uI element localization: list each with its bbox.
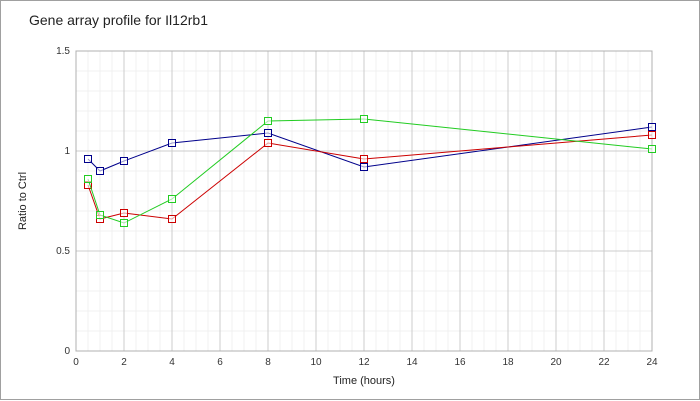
plot-border — [75, 50, 653, 352]
data-point-marker — [264, 139, 272, 147]
data-point-marker — [120, 209, 128, 217]
y-tick-label: 0.5 — [56, 246, 70, 257]
series-2 — [84, 115, 656, 227]
data-point-marker — [360, 155, 368, 163]
data-point-marker — [84, 175, 92, 183]
y-tick-label: 1.5 — [56, 46, 70, 57]
data-point-marker — [120, 157, 128, 165]
x-axis-title: Time (hours) — [333, 375, 395, 387]
data-point-marker — [96, 211, 104, 219]
data-point-marker — [264, 117, 272, 125]
x-tick-label: 16 — [454, 357, 466, 368]
y-tick-label: 0 — [64, 346, 70, 357]
x-tick-label: 22 — [598, 357, 610, 368]
x-tick-label: 18 — [502, 357, 514, 368]
x-tick-label: 4 — [169, 357, 175, 368]
x-tick-label: 24 — [646, 357, 658, 368]
x-axis-ticks: 0 2 4 6 8 10 12 14 16 18 20 22 24 — [73, 357, 658, 368]
data-point-marker — [168, 139, 176, 147]
x-tick-label: 8 — [265, 357, 271, 368]
y-axis-ticks: 0 0.5 1 1.5 — [56, 46, 70, 357]
x-tick-label: 2 — [121, 357, 127, 368]
data-point-marker — [360, 115, 368, 123]
data-point-marker — [168, 215, 176, 223]
data-point-marker — [264, 129, 272, 137]
x-tick-label: 14 — [406, 357, 418, 368]
data-point-marker — [168, 195, 176, 203]
y-tick-label: 1 — [64, 146, 70, 157]
x-tick-label: 10 — [310, 357, 322, 368]
x-tick-label: 6 — [217, 357, 223, 368]
series-layer — [84, 115, 656, 227]
data-point-marker — [648, 131, 656, 139]
data-point-marker — [96, 167, 104, 175]
x-tick-label: 20 — [550, 357, 562, 368]
y-axis-title: Ratio to Ctrl — [17, 172, 29, 230]
x-tick-label: 0 — [73, 357, 79, 368]
data-point-marker — [648, 145, 656, 153]
data-point-marker — [360, 163, 368, 171]
data-point-marker — [648, 123, 656, 131]
series-0 — [84, 123, 656, 175]
chart-title: Gene array profile for Il12rb1 — [29, 12, 208, 28]
data-point-marker — [120, 219, 128, 227]
x-tick-label: 12 — [358, 357, 370, 368]
data-point-marker — [84, 155, 92, 163]
